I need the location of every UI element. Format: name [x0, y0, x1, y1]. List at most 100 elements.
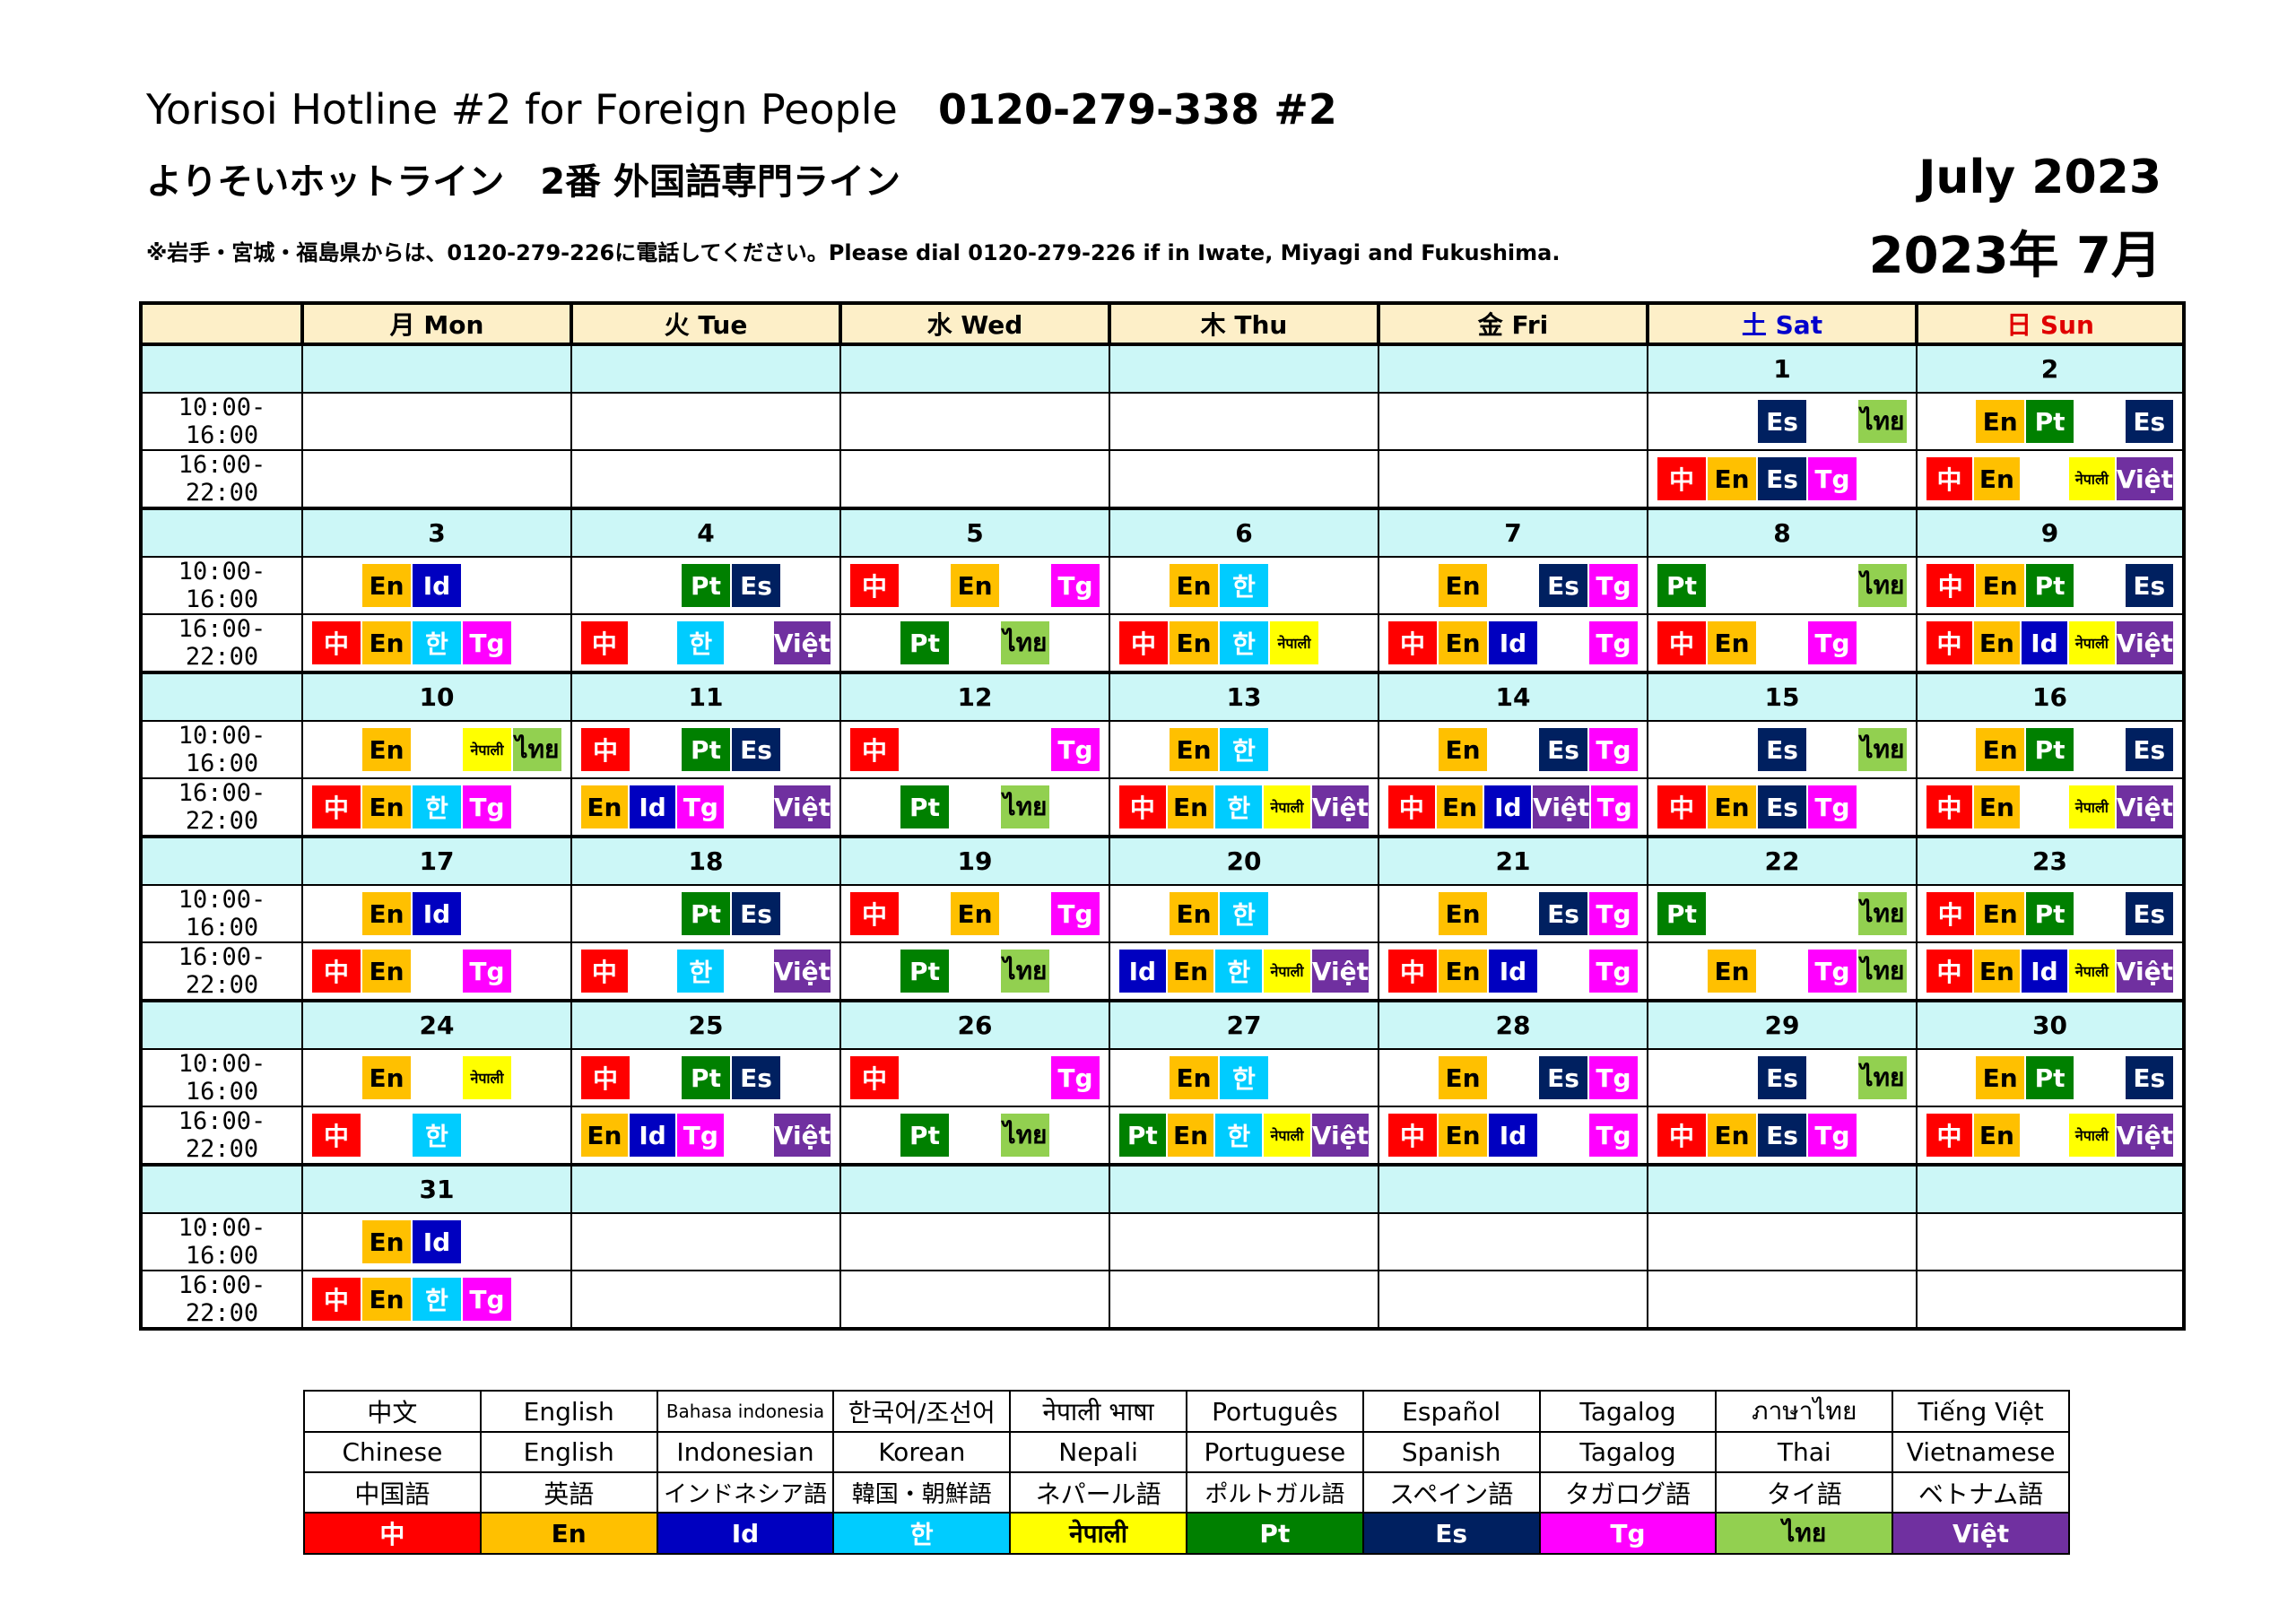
language-badge: En: [362, 785, 411, 828]
date-row: 10 11 12 13 14 15 16: [139, 671, 2186, 722]
empty-slot: [1926, 400, 1974, 443]
date-row-label: [139, 1163, 303, 1214]
time-slot-row: 16:00-22:00 中 En Es Tg 中 En नेपाली Việt: [139, 449, 2186, 509]
slot-cell: [1378, 449, 1648, 509]
language-badge: 한: [413, 1278, 461, 1321]
empty-slot: [726, 1114, 772, 1157]
language-badge: En: [1708, 785, 1756, 828]
language-badge: Việt: [1311, 785, 1370, 828]
time-slot-row: 16:00-22:00 中 En 한 Tg En Id Tg Việt Pt ไทย中 En 한 नेपा…: [139, 777, 2186, 837]
empty-slot: [1657, 1056, 1706, 1099]
language-slots: 中 En Pt Es: [1918, 892, 2182, 935]
language-badge: 中: [581, 728, 630, 771]
empty-slot: [513, 621, 561, 664]
language-slots: Es ไทย: [1648, 1056, 1916, 1099]
date-cell: 24: [301, 999, 572, 1050]
empty-slot: [2075, 728, 2123, 771]
language-badge: Tg: [1589, 621, 1638, 664]
language-badge: En: [1976, 1056, 2024, 1099]
date-cell: 6: [1109, 507, 1379, 558]
empty-slot: [2075, 400, 2123, 443]
language-slots: 中 Tg: [841, 1056, 1109, 1099]
empty-slot: [1388, 728, 1437, 771]
language-badge: 中: [581, 950, 628, 993]
empty-slot: [782, 564, 831, 607]
language-badge: En: [1167, 785, 1214, 828]
weekday-header: 火 Tue: [570, 301, 842, 346]
language-badge: नेपाली: [2068, 621, 2115, 664]
empty-slot: [1758, 621, 1806, 664]
language-badge: En: [362, 564, 411, 607]
legend-swatch: नेपाली: [1009, 1512, 1187, 1555]
legend-english-cell: Chinese: [303, 1431, 482, 1473]
language-badge: ไทย: [1858, 564, 1907, 607]
language-badge: Id: [1489, 621, 1537, 664]
empty-slot: [951, 1114, 999, 1157]
language-slots: 中 En Id Tg: [1379, 1114, 1647, 1157]
language-badge: ไทย: [1858, 400, 1907, 443]
empty-slot: [1051, 1114, 1100, 1157]
language-badge: En: [1973, 457, 2020, 500]
empty-slot: [850, 950, 899, 993]
language-badge: 中: [1388, 950, 1437, 993]
language-badge: Id: [413, 1220, 461, 1263]
slot-cell: 中 En 한 Tg: [301, 777, 572, 837]
language-badge: 中: [1388, 621, 1437, 664]
empty-slot: [1119, 564, 1168, 607]
hotline-title-jp: よりそいホットライン 2番 外国語専門ライン: [146, 161, 900, 203]
legend-english-cell: Tagalog: [1538, 1431, 1718, 1473]
empty-slot: [900, 728, 949, 771]
empty-slot: [1808, 400, 1857, 443]
slot-cell: [1109, 449, 1379, 509]
language-badge: En: [1170, 564, 1218, 607]
slot-cell: Pt ไทย: [839, 777, 1110, 837]
empty-slot: [631, 728, 680, 771]
language-badge: Tg: [1808, 457, 1857, 500]
slot-cell: Es ไทย: [1647, 1048, 1918, 1107]
empty-slot: [1388, 892, 1437, 935]
slot-cell: 中 En Id नेपाली Việt: [1916, 613, 2186, 673]
language-badge: 中: [312, 950, 361, 993]
language-badge: En: [1170, 621, 1218, 664]
date-cell: [301, 343, 572, 394]
language-badge: 中: [1388, 785, 1435, 828]
date-cell: 18: [570, 835, 841, 886]
empty-slot: [513, 1056, 561, 1099]
language-badge: ไทย: [1001, 1114, 1049, 1157]
legend-japanese-cell: 中国語: [303, 1471, 482, 1514]
language-badge: नेपाली: [463, 1056, 511, 1099]
language-slots: 中 En Id Việt Tg: [1379, 785, 1647, 828]
language-slots: 中 En Tg: [841, 892, 1109, 935]
legend-swatch: Tg: [1538, 1512, 1718, 1555]
empty-slot: [1808, 892, 1857, 935]
empty-slot: [513, 785, 561, 828]
language-slots: En Es Tg: [1379, 564, 1647, 607]
language-badge: 中: [1926, 621, 1972, 664]
slot-cell: Pt ไทย: [839, 941, 1110, 1002]
date-cell: 23: [1916, 835, 2186, 886]
date-cell: [1647, 1163, 1918, 1214]
slot-cell: 中 En 한 Tg: [301, 1270, 572, 1331]
language-badge: 中: [581, 1056, 630, 1099]
language-slots: Es ไทย: [1648, 728, 1916, 771]
empty-slot: [1001, 892, 1049, 935]
language-badge: En: [1439, 950, 1487, 993]
slot-cell: En नेपाली ไทย: [301, 720, 572, 779]
empty-slot: [1708, 1056, 1756, 1099]
empty-slot: [850, 621, 899, 664]
language-badge: En: [362, 728, 411, 771]
empty-slot: [1539, 621, 1587, 664]
language-badge: 中: [581, 621, 628, 664]
legend-native-cell: Tiếng Việt: [1892, 1390, 2070, 1433]
empty-slot: [1270, 728, 1318, 771]
date-row: 31: [139, 1163, 2186, 1214]
empty-slot: [513, 892, 561, 935]
legend-english-cell: Vietnamese: [1892, 1431, 2070, 1473]
weekday-header: 土 Sat: [1646, 301, 1918, 346]
empty-slot: [1001, 728, 1049, 771]
hotline-phone: 0120-279-338 #2: [938, 85, 1337, 134]
time-slot-row: 16:00-22:00 中 한 En Id Tg Việt Pt ไทย Pt En 한 नेपाली V…: [139, 1106, 2186, 1166]
legend-english-cell: Thai: [1715, 1431, 1894, 1473]
language-badge: Es: [1758, 728, 1806, 771]
slot-cell: 中 En नेपाली Việt: [1916, 1106, 2186, 1166]
